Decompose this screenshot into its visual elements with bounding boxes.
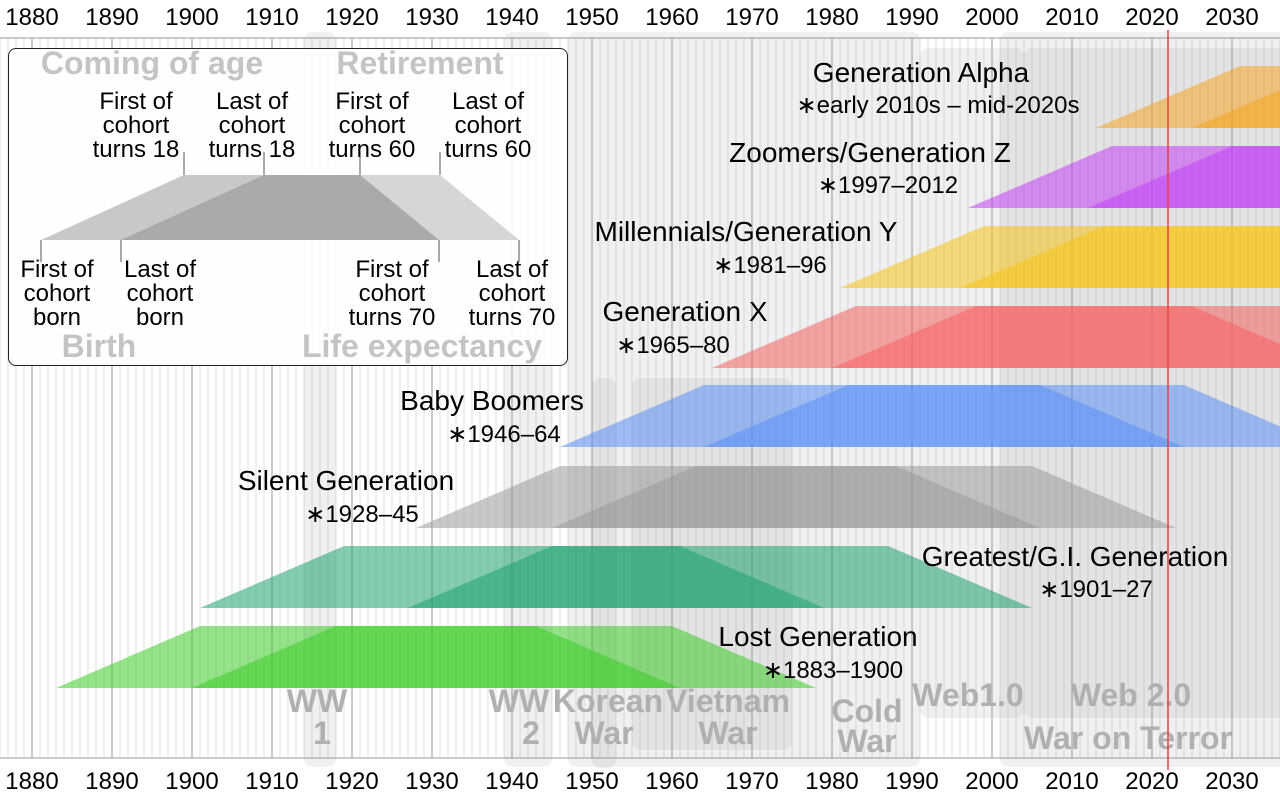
generation-last-cohort-band [960, 226, 1280, 288]
axis-year-top: 1890 [85, 4, 138, 31]
generation-years: ∗1883–1900 [763, 657, 903, 684]
generation-name: Generation X [603, 296, 768, 327]
axis-year-top: 1900 [165, 4, 218, 31]
generation-name: Baby Boomers [400, 385, 584, 416]
axis-year-bottom: 1880 [5, 768, 58, 795]
generation-years: ∗1946–64 [447, 421, 561, 448]
generation-last-cohort-band [704, 385, 1280, 447]
axis-year-bottom: 1990 [885, 768, 938, 795]
generation-years: ∗early 2010s – mid-2020s [797, 92, 1080, 119]
axis-year-top: 1950 [565, 4, 618, 31]
axis-year-top: 1910 [245, 4, 298, 31]
axis-year-bottom: 2000 [965, 768, 1018, 795]
generation-years: ∗1965–80 [616, 332, 730, 359]
generation-years: ∗1928–45 [305, 501, 419, 528]
axis-year-top: 1960 [645, 4, 698, 31]
axis-year-bottom: 1940 [485, 768, 538, 795]
generation-name: Zoomers/Generation Z [729, 137, 1011, 168]
axis-year-top: 1990 [885, 4, 938, 31]
axis-year-top: 2020 [1125, 4, 1178, 31]
generation-7 [56, 626, 816, 688]
generation-name: Greatest/G.I. Generation [922, 541, 1229, 572]
generation-6 [200, 546, 1032, 608]
generation-name: Silent Generation [238, 465, 454, 496]
generation-name: Millennials/Generation Y [595, 216, 898, 247]
web2-period [1024, 48, 1280, 718]
generation-name: Lost Generation [718, 621, 917, 652]
generation-1 [968, 146, 1280, 208]
vietnam-war-label: War [698, 715, 757, 751]
generation-0 [1096, 66, 1280, 128]
generation-last-cohort-band [552, 466, 1176, 528]
axis-year-bottom: 1930 [405, 768, 458, 795]
axis-year-bottom: 1960 [645, 768, 698, 795]
generation-years: ∗1981–96 [713, 252, 827, 279]
axis-year-bottom: 1920 [325, 768, 378, 795]
generation-years: ∗1997–2012 [818, 172, 958, 199]
axis-year-top: 2000 [965, 4, 1018, 31]
axis-year-bottom: 1980 [805, 768, 858, 795]
axis-year-bottom: 1910 [245, 768, 298, 795]
axis-year-top: 1980 [805, 4, 858, 31]
generation-last-cohort-band [192, 626, 816, 688]
axis-year-top: 1880 [5, 4, 58, 31]
generation-2 [840, 226, 1280, 288]
axis-year-bottom: 2030 [1205, 768, 1258, 795]
axis-year-bottom: 1900 [165, 768, 218, 795]
axis-year-bottom: 1970 [725, 768, 778, 795]
ww2-label: 2 [522, 715, 540, 751]
web1-label: Web1.0 [912, 677, 1023, 713]
ww2-label: WW [489, 683, 550, 719]
web2-label: Web 2.0 [1071, 677, 1191, 713]
cold-war-label: Cold [831, 693, 902, 729]
cold-war-label: War [837, 723, 896, 759]
legend-box [8, 48, 568, 366]
axis-year-top: 1920 [325, 4, 378, 31]
generation-name: Generation Alpha [813, 57, 1030, 88]
vietnam-war-label: Vietnam [666, 683, 790, 719]
generation-last-cohort-band [408, 546, 1032, 608]
generation-5 [416, 466, 1176, 528]
axis-year-bottom: 1890 [85, 768, 138, 795]
korean-war-label: War [574, 715, 633, 751]
axis-year-top: 1940 [485, 4, 538, 31]
axis-year-top: 1930 [405, 4, 458, 31]
ww1-label: WW [287, 683, 348, 719]
axis-year-top: 2010 [1045, 4, 1098, 31]
generation-years: ∗1901–27 [1039, 576, 1153, 603]
ww1-label: 1 [313, 715, 331, 751]
korean-war-label: Korean [553, 683, 663, 719]
web1-period [920, 48, 1024, 718]
axis-year-bottom: 1950 [565, 768, 618, 795]
war-on-terror-label: War on Terror [1024, 720, 1232, 756]
generation-4 [560, 385, 1280, 447]
axis-year-bottom: 2020 [1125, 768, 1178, 795]
axis-year-top: 2030 [1205, 4, 1258, 31]
generation-last-cohort-band [1088, 146, 1280, 208]
generation-last-cohort-band [1192, 90, 1280, 128]
axis-year-bottom: 2010 [1045, 768, 1098, 795]
axis-year-top: 1970 [725, 4, 778, 31]
